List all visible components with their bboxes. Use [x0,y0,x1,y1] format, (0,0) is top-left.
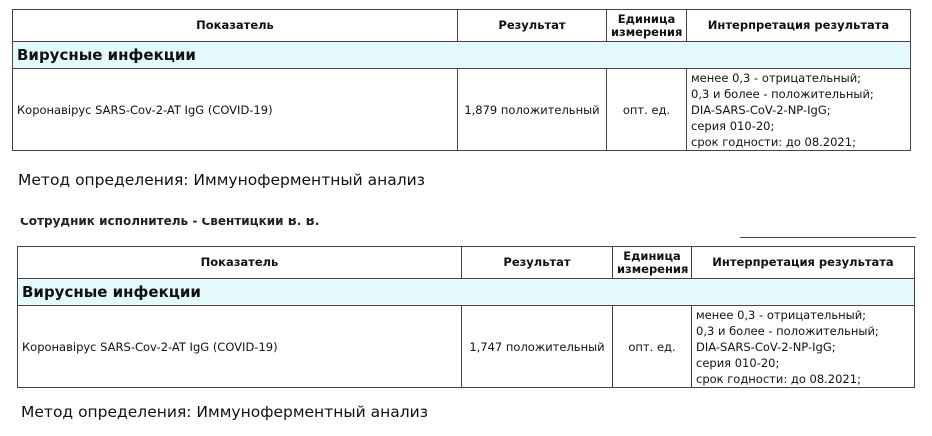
interpretation-line: 0,3 и более - положительный; [696,324,879,338]
staff-text: Сотрудник исполнитель - Свентицкий В. В. [20,218,320,228]
rule [740,237,916,238]
data-row: Коронавірус SARS-Cov-2-AT IgG (COVID-19)… [12,68,911,151]
interpretation-cell: менее 0,3 - отрицательный; 0,3 и более - … [691,305,915,388]
section-row: Вирусные инфекции [17,278,915,306]
data-row: Коронавірус SARS-Cov-2-AT IgG (COVID-19)… [17,305,915,388]
interpretation-cell: менее 0,3 - отрицательный; 0,3 и более - … [686,68,911,151]
header-cell: Результат [461,246,613,279]
header-cell: Интерпретация результата [691,246,915,279]
interpretation-line: серия 010-20; [696,356,780,370]
header-cell: Результат [457,9,607,42]
unit-cell: опт. ед. [612,305,692,388]
interpretation-line: 0,3 и более - положительный; [691,87,874,101]
method-text: Метод определения: Иммуноферментный анал… [21,403,428,421]
method-text: Метод определения: Иммуноферментный анал… [18,171,425,189]
result-block: Показатель Результат Единица измерения Инте… [17,246,915,388]
section-cell: Вирусные инфекции [17,278,915,306]
interpretation-line: срок годности: до 08.2021; [691,135,856,149]
indicator-cell: Коронавірус SARS-Cov-2-AT IgG (COVID-19) [17,305,462,388]
interpretation-line: срок годности: до 08.2021; [696,372,861,386]
header-row: Показатель Результат Единица измерения Инте… [17,246,915,279]
header-row: Показатель Результат Единица измерения Инте… [12,9,911,42]
indicator-cell: Коронавірус SARS-Cov-2-AT IgG (COVID-19) [12,68,458,151]
interpretation-line: DIA-SARS-CoV-2-NP-IgG; [691,103,831,117]
interpretation-line: менее 0,3 - отрицательный; [696,308,867,322]
header-cell: Единица измерения [612,246,692,279]
unit-cell: опт. ед. [606,68,687,151]
result-cell: 1,879 положительный [457,68,607,151]
result-cell: 1,747 положительный [461,305,613,388]
interpretation-line: менее 0,3 - отрицательный; [691,71,862,85]
header-cell: Единица измерения [606,9,687,42]
result-block: Показатель Результат Единица измерения Инте… [12,9,911,151]
header-cell: Показатель [12,9,458,42]
interpretation-line: серия 010-20; [691,119,775,133]
result-table: Показатель Результат Единица измерения Инте… [17,246,915,388]
header-cell: Интерпретация результата [686,9,911,42]
header-cell: Показатель [17,246,462,279]
staff-line: Сотрудник исполнитель - Свентицкий В. В. [20,218,319,228]
section-row: Вирусные инфекции [12,41,911,69]
result-table: Показатель Результат Единица измерения Инте… [12,9,911,151]
section-cell: Вирусные инфекции [12,41,911,69]
interpretation-line: DIA-SARS-CoV-2-NP-IgG; [696,340,836,354]
